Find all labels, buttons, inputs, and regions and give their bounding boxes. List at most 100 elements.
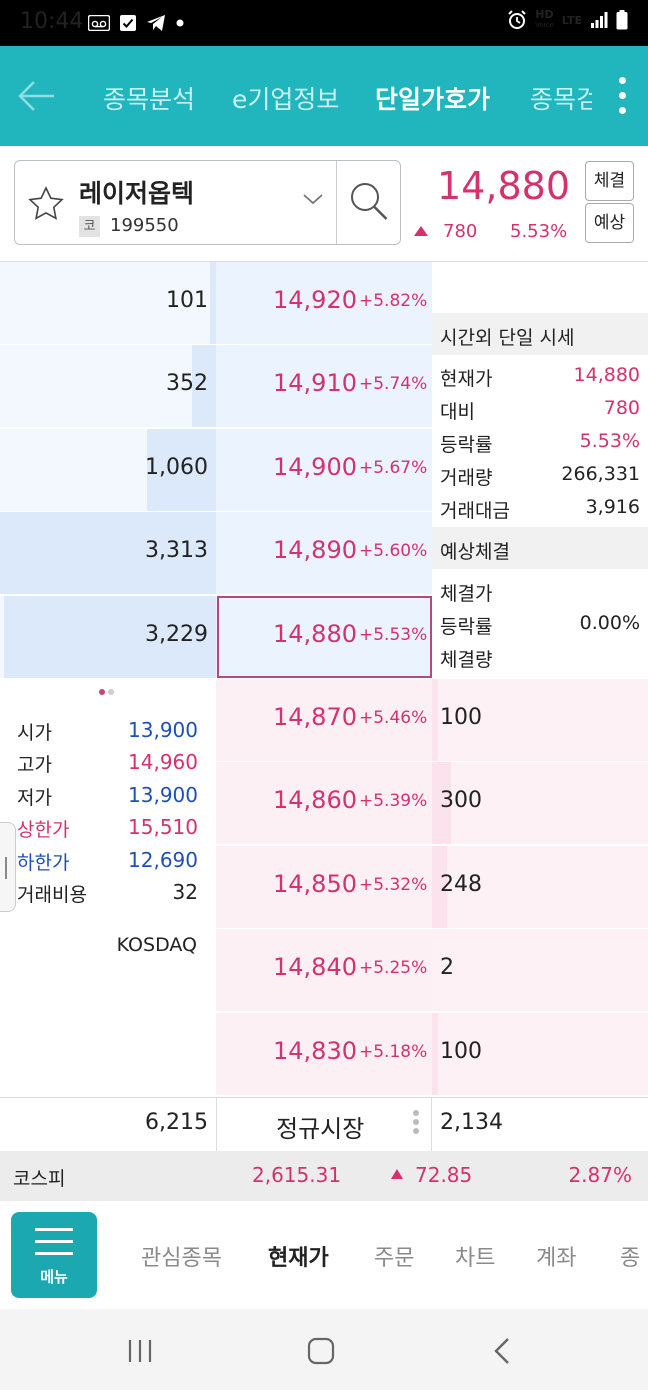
ask-rate: +5.74% [359,374,428,394]
page-indicator [99,689,114,695]
day-info-value: 15,510 [128,815,198,839]
back-arrow-icon[interactable] [16,76,56,116]
index-up-triangle-icon [391,1169,403,1179]
hd-label: HD [535,8,554,21]
bid-volume-cell[interactable]: 100 [432,1013,648,1096]
ask-volume: 3,229 [145,622,208,647]
bid-volume: 100 [440,705,482,730]
search-icon[interactable] [348,180,390,224]
tab-single-price-quote[interactable]: 단일가호가 [375,85,491,114]
index-value: 2,615.31 [252,1163,342,1187]
bottom-tab-watchlist[interactable]: 관심종목 [141,1246,222,1271]
bottom-tab-order[interactable]: 주문 [374,1246,415,1271]
bottom-tab-current-price[interactable]: 현재가 [268,1246,329,1271]
bid-price-cell[interactable]: 14,860 +5.39% [216,762,432,845]
after-hours-label: 거래대금 [440,500,510,522]
bid-volume-bar [432,1013,439,1095]
bid-volume-bar [432,762,452,844]
index-ticker-bar[interactable] [0,1151,648,1201]
checkbox-icon [120,15,136,31]
recent-apps-icon[interactable] [126,1337,154,1365]
after-hours-value: 5.53% [579,430,640,452]
stock-code: 199550 [110,215,179,236]
tab-stock-analysis[interactable]: 종목분석 [103,85,196,114]
session-label[interactable]: 정규시장 [276,1115,365,1143]
bid-price: 14,850 [273,870,357,898]
bid-price: 14,830 [273,1037,357,1065]
session-more-icon[interactable] [413,1110,419,1137]
signal-icon [591,12,608,28]
ask-volume-bar [209,262,216,344]
bid-volume-cell[interactable]: 100 [432,679,648,762]
day-info-value: 13,900 [128,718,198,742]
ask-price-cell[interactable]: 14,880 +5.53% [216,596,432,679]
bid-price-cell[interactable]: 14,840 +5.25% [216,929,432,1012]
home-icon[interactable] [306,1337,336,1365]
ask-volume-cell[interactable]: 1,060 [0,429,216,512]
bid-price-cell[interactable]: 14,870 +5.46% [216,679,432,762]
ask-rate: +5.67% [359,458,428,478]
bid-rate: +5.25% [359,958,428,978]
menu-button[interactable]: 메뉴 [11,1212,97,1298]
ask-volume-bar [146,429,216,511]
orderbook-top-border [0,261,648,262]
after-hours-value: 780 [603,397,640,419]
ask-price: 14,880 [273,620,357,648]
bid-volume-cell[interactable]: 248 [432,846,648,929]
bid-volume: 248 [440,872,482,897]
bid-price: 14,870 [273,703,357,731]
ask-rate: +5.53% [359,625,428,645]
day-info-value: 14,960 [128,750,198,774]
side-drawer-handle[interactable] [0,822,16,912]
expected-label: 체결량 [440,649,493,671]
stock-selector[interactable] [14,160,401,245]
bottom-tab-account[interactable]: 계좌 [536,1246,577,1271]
session-cell[interactable] [216,1097,432,1151]
ask-rate: +5.82% [359,291,428,311]
bottom-tab-more[interactable]: 종 [620,1246,641,1271]
after-hours-value: 3,916 [585,496,640,518]
market-label: KOSDAQ [116,934,197,956]
telegram-icon [147,15,165,31]
index-change: 72.85 [415,1163,473,1187]
ask-volume-cell[interactable]: 3,313 [0,512,216,595]
after-hours-label: 거래량 [440,467,493,489]
day-info-label: 거래비용 [17,884,87,906]
expected-label: 등락률 [440,616,493,638]
forecast-button[interactable]: 예상 [585,203,634,243]
after-hours-label: 등락률 [440,434,493,456]
chevron-down-icon[interactable] [302,192,324,206]
tab-company-info[interactable]: e기업정보 [232,85,340,114]
ask-volume-cell[interactable]: 352 [0,345,216,428]
bid-volume-cell[interactable]: 2 [432,929,648,1012]
price-change: 780 [443,221,478,242]
bid-volume: 100 [440,1039,482,1064]
bid-volume-bar [432,679,439,761]
bid-volume-cell[interactable]: 300 [432,762,648,845]
star-icon[interactable] [28,186,64,220]
tab-stock-search[interactable]: 종목검 [530,85,592,114]
ask-price: 14,910 [273,369,357,397]
day-info-value: 12,690 [128,848,198,872]
ask-price-cell[interactable]: 14,900 +5.67% [216,429,432,512]
more-menu-icon[interactable] [612,74,632,118]
voicemail-icon [88,15,110,31]
ask-price-cell[interactable]: 14,910 +5.74% [216,345,432,428]
dot-icon [176,19,184,27]
ask-volume-bar [192,345,216,427]
ask-volume-cell[interactable]: 101 [0,262,216,345]
bid-price-cell[interactable]: 14,830 +5.18% [216,1013,432,1096]
menu-label: 메뉴 [40,1268,68,1286]
bid-price-cell[interactable]: 14,850 +5.32% [216,846,432,929]
ask-price-cell[interactable]: 14,890 +5.60% [216,512,432,595]
index-name: 코스피 [13,1168,66,1190]
bottom-tab-chart[interactable]: 차트 [455,1246,496,1271]
after-hours-label: 현재가 [440,368,493,390]
day-info-value: 13,900 [128,783,198,807]
trade-button[interactable]: 체결 [585,161,634,201]
ask-price-cell[interactable]: 14,920 +5.82% [216,262,432,345]
back-nav-icon[interactable] [490,1336,514,1366]
ask-volume-cell[interactable]: 3,229 [0,596,216,679]
system-nav-bar [0,1309,648,1390]
top-nav-bar [0,46,648,146]
